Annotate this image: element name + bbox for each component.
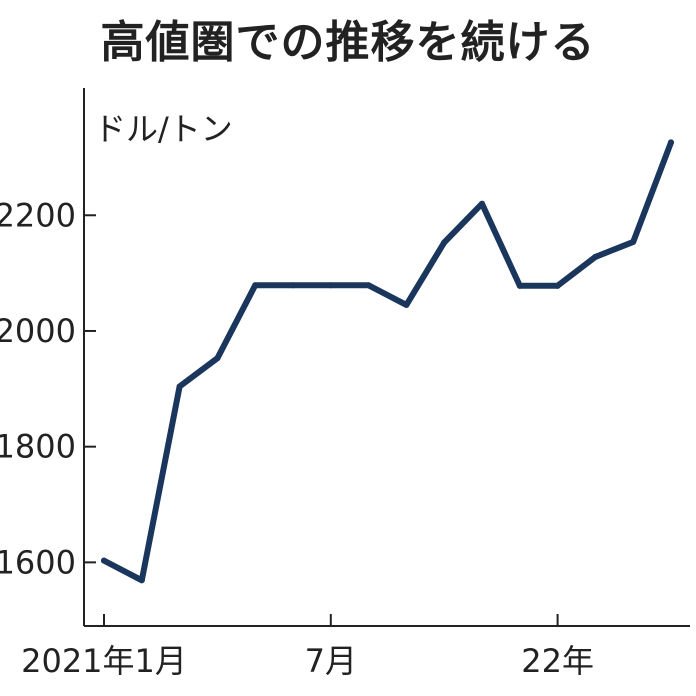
data-point: [365, 282, 372, 289]
data-point: [668, 139, 674, 146]
data-point: [176, 383, 183, 390]
data-point: [630, 238, 637, 245]
data-point: [138, 577, 145, 584]
y-tick-label: 1600: [0, 543, 76, 581]
x-tick-label: 7月: [305, 642, 357, 680]
chart-title: 高値圏での推移を続ける: [100, 17, 596, 68]
data-point: [101, 557, 107, 564]
data-point: [403, 301, 410, 308]
y-tick-group: 1600 1800 2000 2200: [0, 196, 96, 581]
data-point: [479, 200, 485, 207]
x-tick-label: 22年: [521, 642, 594, 680]
y-tick-label: 2200: [0, 196, 76, 234]
series-line: [101, 139, 674, 584]
series-group: [101, 139, 674, 584]
data-point: [441, 239, 448, 246]
y-unit-label: ドル/トン: [94, 110, 233, 148]
x-tick-group: 2021年1月 7月 22年: [21, 614, 594, 680]
data-point: [290, 282, 296, 289]
data-point: [516, 282, 523, 289]
x-tick-label: 2021年1月: [21, 642, 187, 680]
data-point: [327, 282, 334, 289]
data-point: [214, 355, 221, 362]
data-point: [554, 282, 561, 289]
data-point: [592, 253, 599, 260]
data-point: [252, 282, 259, 289]
y-tick-label: 1800: [0, 428, 76, 466]
y-tick-label: 2000: [0, 312, 76, 350]
